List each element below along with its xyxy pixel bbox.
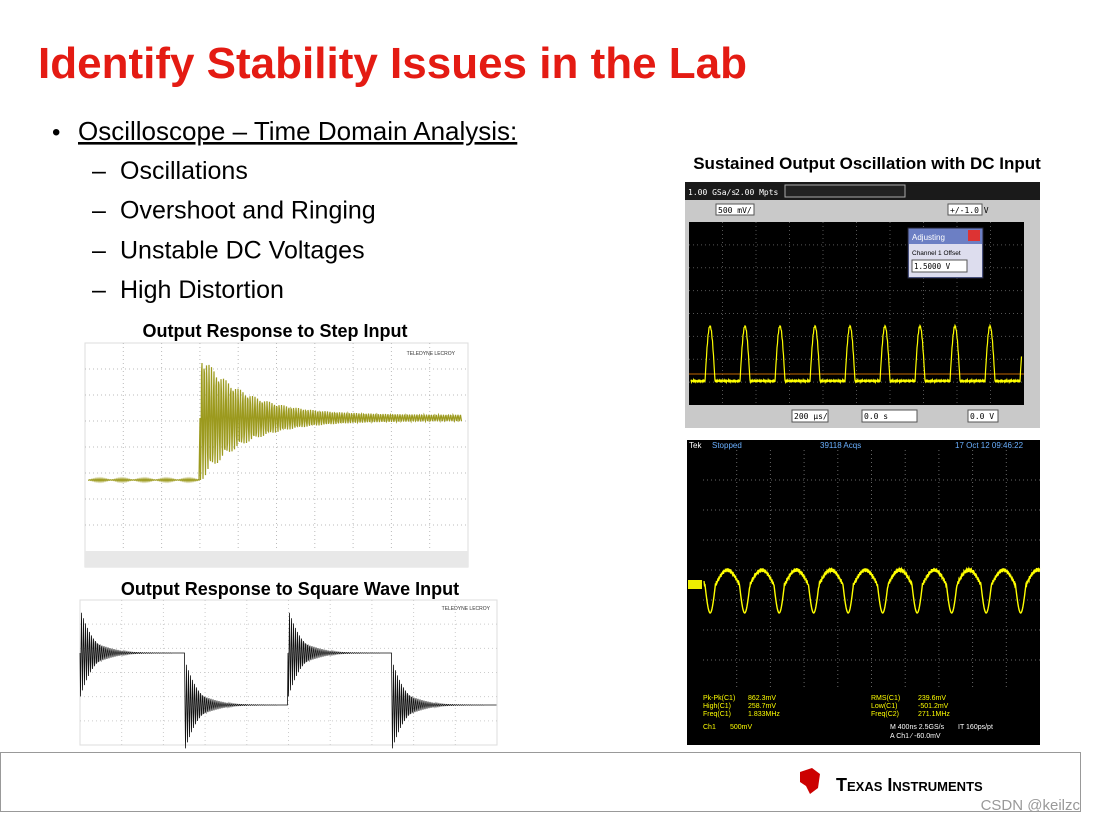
tek-scope: Tek Stopped 39118 Acqs 17 Oct 12 09:46:2… [687,440,1041,745]
field [715,203,755,216]
slide-title: Identify Stability Issues in the Lab [38,39,747,88]
scope-text: 500 mV/ [718,206,752,215]
dash: – [92,197,106,225]
measurement: 271.1MHz [918,711,950,718]
keysight-scope: 1.00 GSa/s 2.00 Mpts 500 mV/ +/-1.0 V 20… [685,182,1040,428]
field [861,409,918,423]
measurement: 239.6mV [918,695,946,702]
panel-caption: Output Response to Square Wave Input [121,579,459,599]
scope-text: M 400ns 2.5GS/s [890,724,945,731]
scope-text: 2.00 Mpts [735,188,779,197]
scope-frame [687,440,1040,745]
waveform [703,566,1041,614]
bullet-dot: • [52,119,60,146]
channel-marker [688,580,702,589]
measurement: High(C1) [703,703,731,710]
scope-text: 0.0 s [864,412,888,421]
field [791,409,829,423]
measurement: RMS(C1) [871,695,900,702]
scope-text: Ch1 [703,724,716,731]
measurement: 1.833MHz [748,711,780,718]
bullet-text: Oscilloscope – Time Domain Analysis: [78,116,517,146]
waveform [690,323,1023,385]
scope-text: 39118 Acqs [820,441,861,450]
scope-text: Tek [689,441,702,450]
measurement: 258.7mV [748,703,776,710]
scope-text: 200 µs/ [794,412,828,421]
field [967,409,999,423]
scope-text: IT 160ps/pt [958,724,993,731]
sub-item: Unstable DC Voltages [120,236,365,264]
scope-text: 0.0 V [970,412,994,421]
step-scope: TELEDYNE LECROY [84,342,469,568]
field [947,203,983,216]
company-name: Texas Instruments [836,775,983,795]
scope-text: Stopped [712,441,742,450]
dialog-title: Adjusting [912,233,945,242]
scope-text: 17 Oct 12 09:46:22 [955,441,1024,450]
measurement: 862.3mV [748,695,776,702]
scope-text: +/-1.0 V [950,206,989,215]
waveform [79,612,497,749]
sub-items: – Oscillations– Overshoot and Ringing– Unst… [92,157,376,304]
scope-text: 500mV [730,724,753,731]
scope-logo: TELEDYNE LECROY [407,351,456,357]
waveform [87,362,463,484]
watermark: CSDN @keilzc [981,797,1081,814]
dash: – [92,157,106,185]
sub-item: Overshoot and Ringing [120,197,376,225]
ti-logo [800,768,820,794]
scope-text: A Ch1 ⁄ -60.0mV [890,733,941,740]
status-bar [85,551,468,567]
measurement: Freq(C2) [871,711,899,718]
dash: – [92,276,106,304]
scope-logo: TELEDYNE LECROY [442,606,491,612]
overview [784,184,906,198]
footer-box [0,752,1081,812]
dash: – [92,236,106,264]
sub-item: Oscillations [120,157,248,185]
sub-item: High Distortion [120,276,284,304]
square-scope: TELEDYNE LECROY [79,599,498,749]
panel-caption: Sustained Output Oscillation with DC Inp… [693,154,1041,173]
close-button [968,230,980,241]
measurement: Pk-Pk(C1) [703,695,735,702]
measurement: -501.2mV [918,703,949,710]
dialog-text: Channel 1 Offset [912,250,961,257]
scope-text: 1.00 GSa/s [688,188,736,197]
field [911,259,968,273]
dialog-text: 1.5000 V [914,262,951,271]
panel-caption: Output Response to Step Input [143,321,408,341]
measurement: Freq(C1) [703,711,731,718]
measurement: Low(C1) [871,703,897,710]
